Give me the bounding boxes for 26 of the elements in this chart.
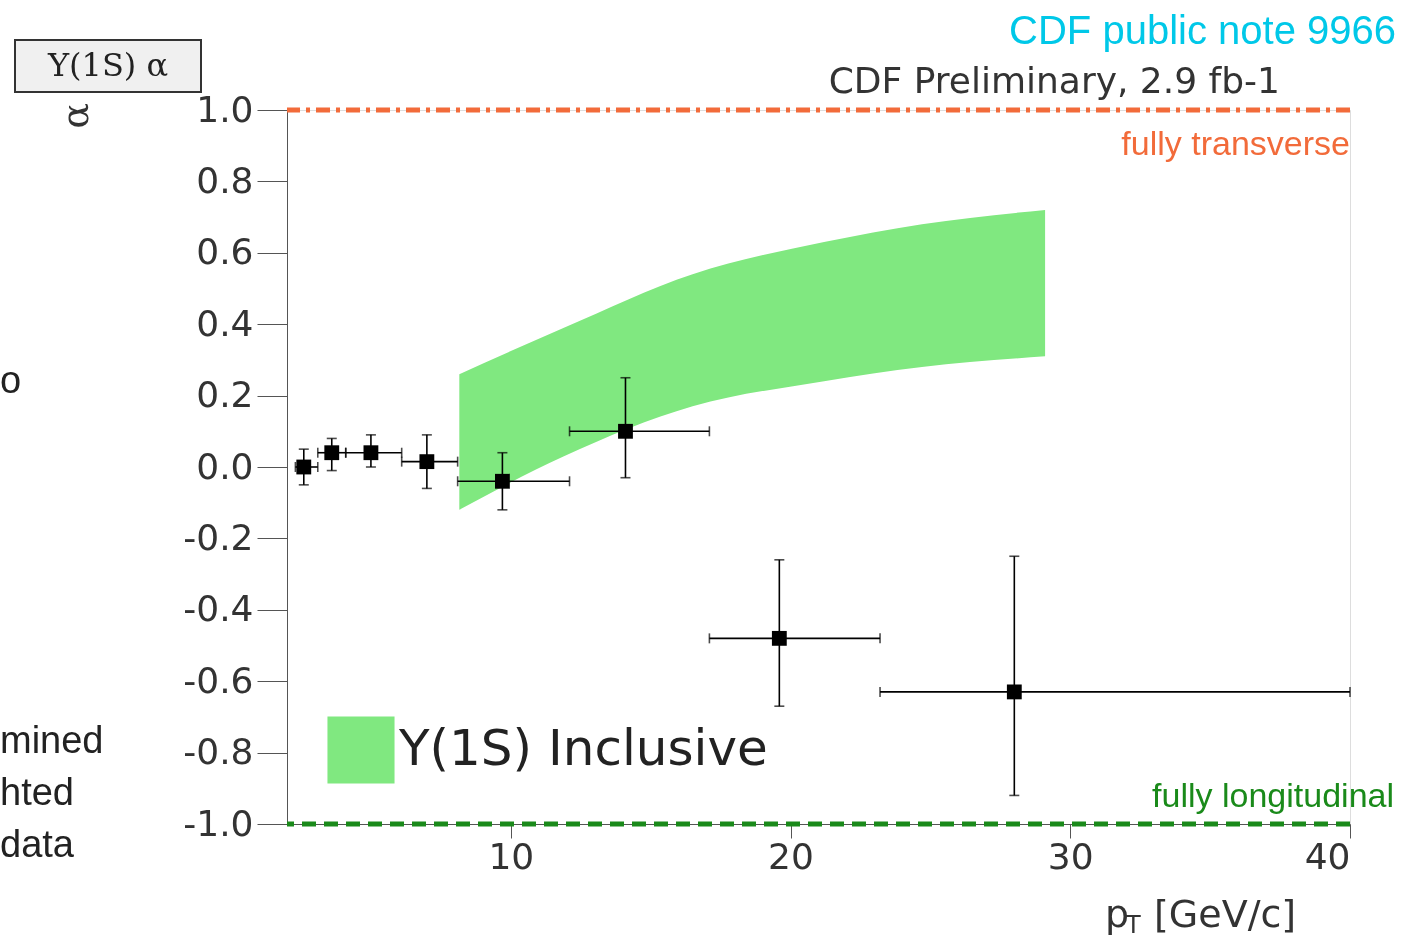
x-tick-label: 40 [1304, 835, 1351, 877]
y-tick-label: -1.0 [183, 802, 254, 844]
y-tick-label: 0.8 [196, 159, 254, 201]
text: mined [0, 719, 104, 761]
text: Y(1S) α [46, 46, 169, 84]
ref-line-label: fully transverse [1121, 124, 1350, 162]
y-tick-label: -0.2 [183, 516, 254, 558]
y-tick-label: -0.8 [183, 731, 254, 773]
text: data [0, 823, 75, 865]
y-axis-title: α [53, 103, 97, 129]
chart-title: CDF Preliminary, 2.9 fb-1 [828, 60, 1280, 101]
y-tick-label: 0.2 [196, 374, 254, 416]
text: hted [0, 771, 74, 813]
x-tick-label: 10 [488, 835, 535, 877]
legend-label: Y(1S) Inclusive [398, 719, 768, 777]
y-tick-label: 0.6 [196, 231, 254, 273]
x-tick-label: 20 [768, 835, 814, 877]
text: CDF public note 9966 [1009, 8, 1396, 52]
y-tick-label: -0.4 [183, 588, 254, 630]
ref-line-label: fully longitudinal [1152, 776, 1394, 814]
y-tick-label: -0.6 [183, 659, 254, 701]
y-tick-label: 1.0 [196, 88, 254, 130]
y-tick-label: 0.4 [196, 302, 254, 344]
x-tick-label: 30 [1047, 835, 1094, 877]
text: o [0, 359, 22, 401]
y-tick-label: 0.0 [196, 445, 254, 487]
